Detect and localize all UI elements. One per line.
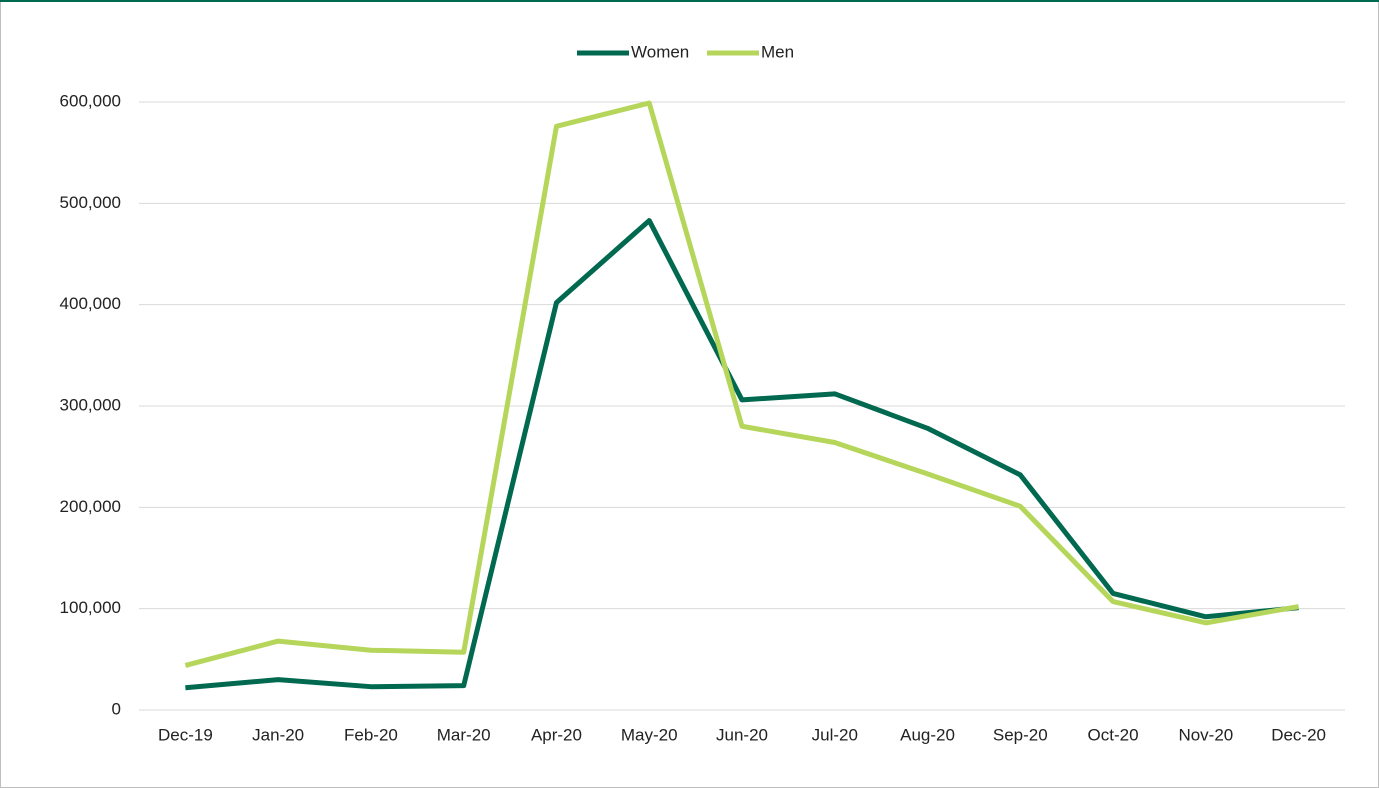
y-tick-label: 200,000 [60, 497, 121, 516]
x-tick-label: May-20 [621, 725, 678, 744]
y-tick-label: 300,000 [60, 395, 121, 414]
y-tick-label: 400,000 [60, 294, 121, 313]
y-tick-label: 0 [112, 699, 121, 718]
x-tick-label: Jul-20 [812, 725, 858, 744]
y-tick-label: 100,000 [60, 598, 121, 617]
x-tick-label: Nov-20 [1178, 725, 1233, 744]
x-tick-label: Apr-20 [531, 725, 582, 744]
x-tick-label: Feb-20 [344, 725, 398, 744]
series-line [184, 100, 1300, 668]
x-tick-label: Mar-20 [437, 725, 491, 744]
series-line [185, 218, 1299, 691]
y-tick-label: 500,000 [60, 193, 121, 212]
x-tick-label: Dec-20 [1271, 725, 1326, 744]
x-tick-label: Sep-20 [993, 725, 1048, 744]
legend-label: Men [761, 42, 794, 61]
y-tick-label: 600,000 [60, 91, 121, 110]
x-tick-label: Jun-20 [716, 725, 768, 744]
x-tick-label: Jan-20 [252, 725, 304, 744]
legend-label: Women [631, 42, 689, 61]
x-tick-label: Dec-19 [158, 725, 213, 744]
x-tick-label: Aug-20 [900, 725, 955, 744]
x-tick-label: Oct-20 [1088, 725, 1139, 744]
